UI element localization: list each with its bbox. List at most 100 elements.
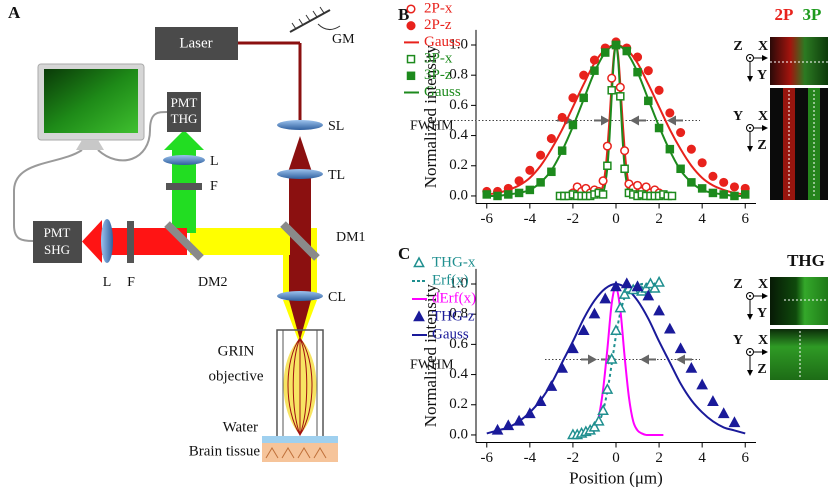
data-point	[597, 404, 609, 416]
gm-label: GM	[332, 32, 355, 47]
inset-title: THG	[787, 251, 825, 270]
inset-image	[770, 329, 828, 380]
data-point	[663, 322, 676, 334]
axis-glyph-label: Y	[757, 306, 767, 321]
fwhm-arrowhead	[588, 354, 597, 365]
x-tick-label: 4	[698, 211, 706, 227]
panel-label: B	[398, 5, 409, 24]
y-tick-label: 0.0	[449, 187, 468, 203]
beam	[190, 228, 290, 255]
cable	[97, 111, 168, 162]
fwhm-arrowhead	[667, 115, 676, 126]
filter	[166, 183, 202, 190]
neurons	[265, 447, 327, 459]
legend-marker	[413, 256, 425, 268]
data-point	[644, 277, 657, 289]
data-point	[687, 178, 696, 187]
fwhm-arrowhead	[630, 115, 639, 126]
lens	[277, 169, 323, 179]
filter	[127, 221, 134, 263]
data-point	[607, 73, 617, 83]
x-tick-label: -4	[524, 450, 537, 466]
data-point	[644, 96, 653, 106]
inset-image	[770, 277, 828, 325]
water-label: Water	[223, 419, 258, 435]
data-point	[601, 383, 614, 394]
axis-glyph	[762, 349, 768, 355]
data-point	[633, 67, 642, 77]
y-axis-label: Normalized intensity	[421, 284, 440, 428]
fit-line	[486, 282, 746, 435]
x-tick-label: -2	[567, 211, 580, 227]
pmt-box	[167, 92, 201, 132]
data-point	[730, 191, 739, 201]
inset-label: 3P	[803, 5, 822, 24]
monitor-stand	[76, 140, 104, 150]
data-point	[493, 191, 502, 201]
dichroic-mirror	[164, 221, 204, 261]
data-point	[676, 128, 686, 138]
lens	[277, 291, 323, 301]
data-point	[653, 304, 665, 316]
beam	[289, 300, 311, 340]
filter-label: F	[210, 179, 218, 194]
axis-glyph	[749, 127, 751, 129]
x-tick-label: 2	[655, 211, 663, 227]
data-point	[534, 395, 547, 406]
data-point	[618, 287, 631, 299]
y-axis-label: Normalized intensity	[421, 45, 440, 189]
data-point	[504, 190, 513, 199]
tissue-layer	[262, 443, 338, 462]
grin-label: GRIN	[218, 343, 255, 359]
data-point	[642, 289, 655, 301]
y-tick-label: 1.0	[449, 275, 468, 291]
legend-label: dErf(x)	[432, 290, 476, 306]
legend-marker	[413, 310, 425, 322]
beam-arrow	[164, 130, 204, 150]
data-point	[648, 281, 661, 293]
data-point	[567, 342, 579, 354]
fwhm-arrowhead	[601, 115, 610, 126]
legend-label: 2P-x	[424, 0, 453, 16]
legend-label: Erf(x)	[432, 272, 469, 288]
y-tick-label: 0.6	[449, 336, 468, 352]
x-tick-label: -6	[481, 450, 494, 466]
legend-label: Gauss	[424, 34, 461, 50]
panel-label: C	[398, 244, 410, 263]
axis-glyph	[747, 146, 753, 152]
data-point	[697, 158, 707, 168]
y-tick-label: 0.4	[449, 127, 468, 143]
data-point	[707, 395, 719, 406]
data-point	[525, 165, 535, 175]
pmt-label: PMT	[171, 95, 198, 110]
data-point	[502, 419, 515, 431]
panel-a: A Laser GM SL TL CL DM1 DM2 L	[8, 3, 366, 462]
legend-marker	[406, 71, 416, 81]
axis-glyph-label: X	[758, 109, 768, 124]
data-point	[482, 190, 492, 199]
legend-label: THG-x	[432, 254, 476, 270]
x-tick-label: -6	[481, 211, 494, 227]
screen-image	[44, 69, 138, 133]
data-point	[588, 420, 601, 432]
data-point	[598, 176, 608, 186]
data-point	[588, 307, 601, 319]
data-point	[717, 407, 730, 419]
data-point	[719, 177, 729, 187]
data-point	[592, 414, 605, 426]
data-point	[590, 66, 599, 75]
y-tick-label: 0.6	[449, 97, 468, 113]
scan-arrow	[317, 23, 341, 30]
filter-label: F	[127, 275, 135, 290]
y-tick-label: 0.8	[449, 306, 468, 322]
x-tick-label: -4	[524, 211, 537, 227]
data-point	[641, 182, 651, 192]
inset-c: THG	[770, 251, 828, 380]
data-point	[603, 161, 612, 171]
data-point	[599, 292, 612, 304]
data-point	[523, 407, 536, 419]
dichroic-mirror	[280, 221, 320, 261]
lens-label: L	[210, 154, 219, 169]
dm2-label: DM2	[198, 275, 228, 290]
data-point	[598, 190, 608, 199]
